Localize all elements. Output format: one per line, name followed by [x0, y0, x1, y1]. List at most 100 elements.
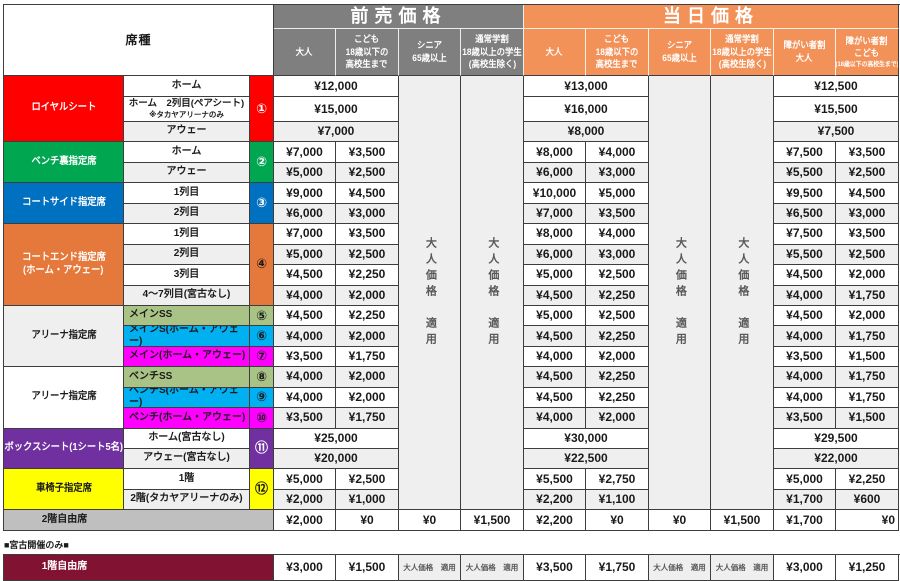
category-cell: ボックスシート(1シート5名) [4, 428, 124, 470]
text-line: ベンチ裏指定席 [30, 156, 97, 168]
text-line: 障がい者割 [783, 40, 826, 51]
price-cell: ¥1,100 [586, 489, 649, 511]
price-cell: ¥4,000 [774, 387, 836, 409]
price-cell: ¥5,500 [524, 469, 586, 490]
category-cell: アリーナ指定席 [4, 305, 124, 368]
price-cell: ¥5,000 [274, 244, 336, 266]
price-cell: ¥5,000 [524, 305, 586, 327]
price-cell: ¥5,000 [586, 183, 649, 204]
text-line: ホーム 2列目(ペアシート) [128, 98, 245, 110]
price-cell: ¥22,500 [524, 449, 649, 470]
category-cell: ロイヤルシート [4, 76, 124, 143]
price-cell: ¥1,500 [711, 510, 774, 531]
price-cell: ¥4,500 [774, 265, 836, 286]
price-cell: ¥9,500 [774, 183, 836, 204]
price-cell: ¥3,500 [774, 408, 836, 429]
text-line: (高校生除く) [718, 59, 766, 70]
category-cell: コートサイド指定席 [4, 183, 124, 225]
price-cell: ¥2,250 [336, 265, 399, 286]
column-header: 大人 [274, 29, 336, 76]
column-header: シニア 65歳以上 [399, 29, 461, 76]
row-number: ④ [250, 224, 274, 306]
price-cell: ¥3,000 [586, 162, 649, 184]
price-cell: ¥3,000 [774, 554, 836, 581]
text-line: メイン(ホーム・アウェー) [129, 350, 246, 362]
price-cell: ¥3,500 [774, 346, 836, 368]
column-header: こども 18歳以下の 高校生まで [586, 29, 649, 76]
price-cell: ¥3,500 [586, 203, 649, 225]
price-cell: ¥3,500 [524, 554, 586, 581]
price-cell: ¥5,500 [774, 244, 836, 266]
seat-row-label: 3列目 [124, 265, 250, 286]
price-cell: ¥4,000 [274, 367, 336, 388]
price-cell: ¥2,000 [586, 346, 649, 368]
adult-price-note-cell: 大人価格 適用 [711, 554, 774, 581]
free-seat-1f-label: 1階自由席 [4, 554, 274, 581]
row-number: ① [250, 76, 274, 143]
price-cell: ¥15,500 [774, 97, 899, 122]
category-cell: コートエンド指定席 (ホーム・アウェー) [4, 224, 124, 306]
column-header: こども 18歳以下の 高校生まで [336, 29, 399, 76]
price-cell: ¥6,000 [524, 162, 586, 184]
price-cell: ¥4,000 [586, 224, 649, 245]
adult-price-note-cell: 大人価格 適用 [711, 76, 774, 511]
price-cell: ¥4,500 [336, 183, 399, 204]
price-cell: ¥0 [649, 510, 711, 531]
price-cell: ¥5,000 [774, 469, 836, 490]
text-line: 1階 [178, 472, 195, 484]
price-cell: ¥25,000 [274, 428, 399, 449]
column-header: シニア 65歳以上 [649, 29, 711, 76]
row-number: ⑪ [250, 428, 274, 470]
price-cell: ¥4,000 [774, 285, 836, 306]
price-cell: ¥4,500 [774, 305, 836, 327]
price-cell: ¥2,500 [336, 469, 399, 490]
price-cell: ¥1,750 [836, 387, 899, 409]
price-cell: ¥2,250 [586, 326, 649, 347]
text-line: (18歳以下の高校生まで) [836, 61, 899, 69]
price-cell: ¥0 [399, 510, 461, 531]
seat-row-label: ホーム(宮古なし) [124, 428, 250, 449]
seat-row-label: 1列目 [124, 183, 250, 204]
seat-row-label: メインS(ホーム・アウェー) [124, 326, 250, 347]
seat-row-label: 1列目 [124, 224, 250, 245]
pricing-table: 席種 前売価格 当日価格 大人 こども 18歳以下の 高校生まで シニア 65歳以上 通常学割 18… [3, 4, 900, 531]
price-cell: ¥2,500 [586, 265, 649, 286]
price-cell: ¥3,500 [274, 346, 336, 368]
seat-row-label: アウェー [124, 122, 250, 143]
seat-row-label: ベンチSS [124, 367, 250, 388]
adult-price-note-cell: 大人価格 適用 [399, 554, 461, 581]
text-line: ベンチSS [129, 370, 173, 382]
text-line: 65歳以上 [662, 53, 697, 63]
price-cell: ¥2,250 [586, 285, 649, 306]
adult-price-note-cell: 大人価格 適用 [461, 76, 524, 511]
price-cell: ¥8,000 [524, 224, 586, 245]
price-cell: ¥12,500 [774, 76, 899, 97]
text-line: 大人 [796, 53, 813, 63]
row-number: ⑦ [250, 346, 274, 368]
price-cell: ¥2,500 [336, 162, 399, 184]
text-line: アリーナ指定席 [30, 391, 97, 403]
price-cell: ¥2,000 [836, 265, 899, 286]
text-line: ボックスシート(1シート5名) [4, 442, 123, 454]
text-line: 1列目 [173, 227, 200, 239]
column-header: 通常学割 18歳以上の学生 (高校生除く) [461, 29, 524, 76]
column-header: 障がい者割 こども (18歳以下の高校生まで) [836, 29, 899, 76]
text-line: ベンチS(ホーム・アウェー) [129, 387, 239, 409]
price-cell: ¥2,500 [836, 162, 899, 184]
price-cell: ¥4,500 [274, 305, 336, 327]
text-line: コートエンド指定席 [21, 252, 106, 264]
price-cell: ¥7,500 [774, 122, 899, 143]
price-cell: ¥3,500 [274, 408, 336, 429]
text-line: アリーナ指定席 [30, 329, 97, 341]
miyako-only-bar: 1階自由席 ¥3,000 ¥1,500 大人価格 適用 大人価格 適用 ¥3,500 ¥1,… [3, 553, 900, 581]
price-cell: ¥2,750 [586, 469, 649, 490]
price-cell: ¥4,000 [274, 285, 336, 306]
price-cell: ¥7,500 [774, 224, 836, 245]
seat-row-label: 2列目 [124, 203, 250, 225]
price-cell: ¥8,000 [524, 142, 586, 163]
price-cell: ¥600 [836, 489, 899, 511]
price-cell: ¥2,200 [524, 489, 586, 511]
price-cell: ¥1,700 [774, 510, 836, 531]
price-cell: ¥4,500 [524, 285, 586, 306]
text-line: アウェー(宮古なし) [143, 452, 230, 464]
